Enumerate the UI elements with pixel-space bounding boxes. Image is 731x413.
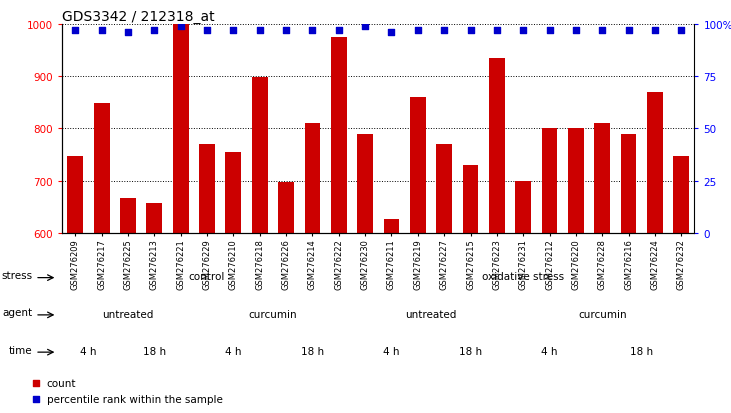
Text: 18 h: 18 h [630,346,654,356]
Bar [67,156,83,233]
Text: stress: stress [1,271,32,280]
Text: curcumin: curcumin [249,309,298,319]
Text: 4 h: 4 h [80,346,96,356]
Bar [120,198,136,233]
Text: control: control [189,272,225,282]
Text: count: count [47,378,76,388]
Point [675,28,687,34]
Bar [225,152,241,233]
Point [386,30,398,36]
Point [518,28,529,34]
Point [254,28,265,34]
Text: 18 h: 18 h [459,346,482,356]
Bar [489,59,504,233]
Point [491,28,503,34]
Point [30,396,42,402]
Text: time: time [9,345,32,355]
Bar [647,93,663,233]
Text: oxidative stress: oxidative stress [482,272,564,282]
Bar [673,156,689,233]
Point [359,24,371,30]
Point [96,28,107,34]
Text: untreated: untreated [102,309,154,319]
Bar [410,98,425,233]
Bar [621,134,637,233]
Text: 18 h: 18 h [301,346,324,356]
Bar [173,25,189,233]
Bar [357,134,373,233]
Text: percentile rank within the sample: percentile rank within the sample [47,394,223,404]
Text: agent: agent [2,308,32,318]
Point [596,28,608,34]
Text: untreated: untreated [405,309,457,319]
Bar [305,124,320,233]
Bar [94,104,110,233]
Point [30,380,42,387]
Text: curcumin: curcumin [578,309,626,319]
Point [649,28,661,34]
Point [412,28,424,34]
Bar [436,145,452,233]
Bar [594,124,610,233]
Bar [568,129,584,233]
Point [227,28,239,34]
Point [623,28,635,34]
Bar [463,166,478,233]
Point [465,28,477,34]
Text: 4 h: 4 h [383,346,400,356]
Point [280,28,292,34]
Point [69,28,81,34]
Point [333,28,344,34]
Point [306,28,318,34]
Bar [146,203,162,233]
Bar [331,38,346,233]
Bar [279,183,294,233]
Bar [515,181,531,233]
Bar [199,145,215,233]
Bar [542,129,558,233]
Point [148,28,160,34]
Point [570,28,582,34]
Text: GDS3342 / 212318_at: GDS3342 / 212318_at [62,10,215,24]
Point [122,30,134,36]
Point [201,28,213,34]
Text: 4 h: 4 h [541,346,558,356]
Bar [251,78,268,233]
Text: 18 h: 18 h [143,346,166,356]
Bar [384,219,399,233]
Point [175,24,186,30]
Point [439,28,450,34]
Point [544,28,556,34]
Text: 4 h: 4 h [225,346,242,356]
